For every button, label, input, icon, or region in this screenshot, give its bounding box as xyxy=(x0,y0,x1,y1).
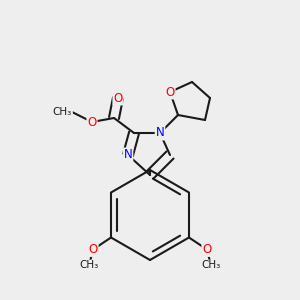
Text: O: O xyxy=(165,85,175,98)
Text: O: O xyxy=(202,243,212,256)
Text: O: O xyxy=(87,116,97,128)
Text: CH₃: CH₃ xyxy=(53,107,72,117)
Text: CH₃: CH₃ xyxy=(201,260,220,271)
Text: N: N xyxy=(124,148,132,161)
Text: CH₃: CH₃ xyxy=(80,260,99,271)
Text: O: O xyxy=(88,243,98,256)
Text: O: O xyxy=(113,92,123,104)
Text: N: N xyxy=(156,127,164,140)
